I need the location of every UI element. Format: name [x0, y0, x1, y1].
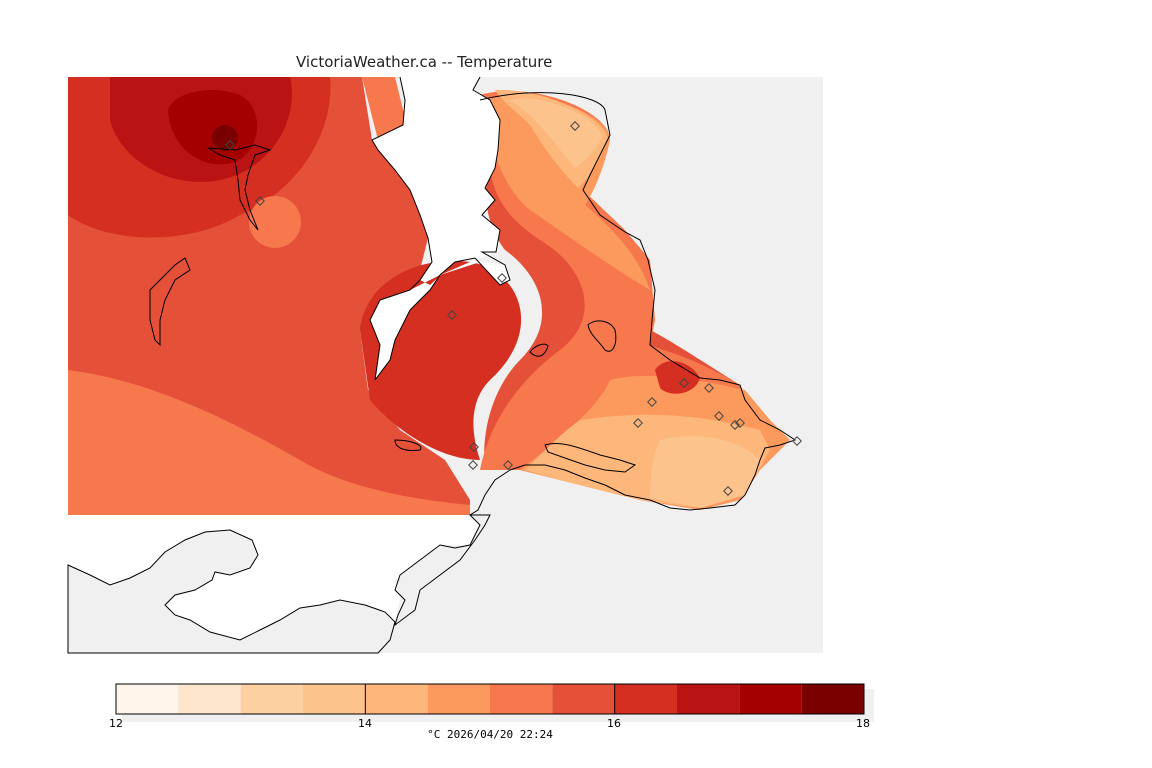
station-marker[interactable]	[704, 383, 714, 393]
colorbar-bin	[427, 684, 490, 714]
station-marker[interactable]	[469, 442, 479, 452]
colorbar-ticks	[115, 684, 865, 714]
temperature-field-west	[68, 77, 470, 515]
station-marker[interactable]	[647, 397, 657, 407]
station-marker[interactable]	[570, 121, 580, 131]
station-marker[interactable]	[714, 411, 724, 421]
colorbar-tick-label: 18	[856, 717, 870, 730]
timestamp: 2026/04/20 22:24	[446, 728, 553, 741]
station-marker[interactable]	[497, 273, 507, 283]
map-title: VictoriaWeather.ca -- Temperature	[296, 53, 553, 71]
colorbar-tick-label: 16	[607, 717, 621, 730]
colorbar-bin	[552, 684, 615, 714]
station-marker[interactable]	[633, 418, 643, 428]
colorbar-bin	[116, 684, 179, 714]
station-marker[interactable]	[679, 378, 689, 388]
colorbar-bin	[677, 684, 740, 714]
colorbar	[115, 683, 874, 722]
station-marker[interactable]	[255, 196, 265, 206]
station-marker[interactable]	[447, 310, 457, 320]
coastlines	[149, 76, 797, 516]
station-marker[interactable]	[468, 460, 478, 470]
station-marker[interactable]	[723, 486, 733, 496]
station-marker[interactable]	[225, 140, 235, 150]
colorbar-bin	[240, 684, 303, 714]
station-marker[interactable]	[503, 460, 513, 470]
colorbar-caption: °C 2026/04/20 22:24	[427, 728, 553, 741]
station-marker[interactable]	[792, 436, 802, 446]
station-marker[interactable]	[735, 418, 745, 428]
colorbar-tick-label: 12	[109, 717, 123, 730]
colorbar-bin	[303, 684, 366, 714]
colorbar-bin	[614, 684, 677, 714]
colorbar-bins	[116, 684, 864, 714]
colorbar-bin	[178, 684, 241, 714]
unit-label: °C	[427, 728, 441, 741]
colorbar-bin	[365, 684, 428, 714]
colorbar-bin	[801, 684, 864, 714]
colorbar-tick-label: 14	[358, 717, 372, 730]
colorbar-bin	[739, 684, 802, 714]
weather-stations	[225, 121, 802, 496]
south-land	[67, 514, 491, 654]
station-marker[interactable]	[730, 420, 740, 430]
temperature-field-east	[360, 89, 790, 511]
colorbar-bin	[490, 684, 553, 714]
